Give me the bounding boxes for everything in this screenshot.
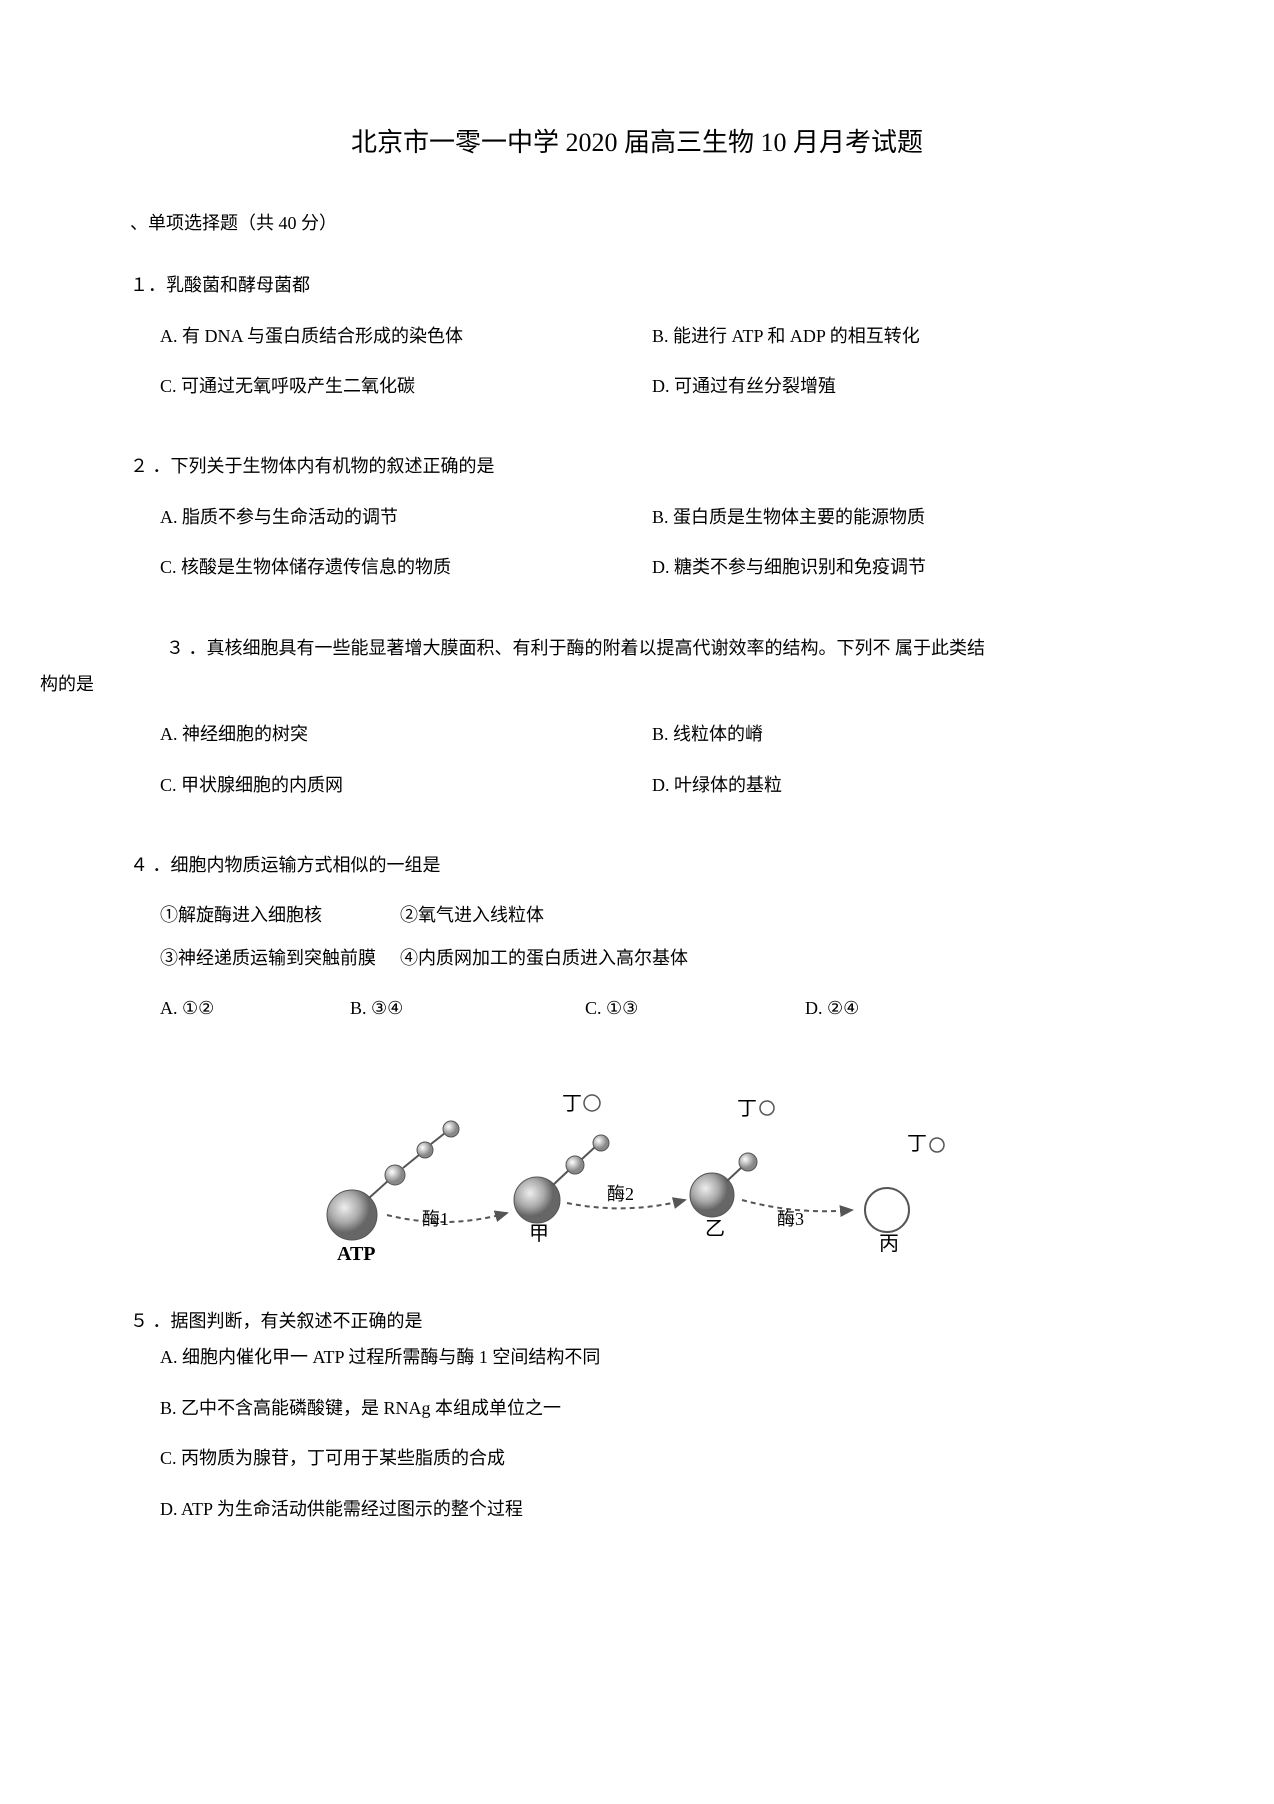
q2-number: ２ ． <box>130 456 171 476</box>
q4-option-a: A. ①② <box>160 992 350 1024</box>
atp-diagram-svg: ATP 酶1 甲 丁 酶2 乙 丁 酶3 <box>307 1075 967 1275</box>
question-1-text: １．乳酸菌和酵母菌都 <box>130 269 1144 301</box>
atp-molecule: ATP <box>327 1121 459 1265</box>
q1-stem: 乳酸菌和酵母菌都 <box>166 275 310 295</box>
page-title: 北京市一零一中学 2020 届高三生物 10 月月考试题 <box>130 120 1144 167</box>
jia-molecule: 甲 <box>514 1135 609 1245</box>
q3-number: ３ ． <box>166 638 207 658</box>
q4-stem: 细胞内物质运输方式相似的一组是 <box>171 855 441 875</box>
ding2-label: 丁 <box>737 1098 757 1120</box>
q4-item-4: ④内质网加工的蛋白质进入高尔基体 <box>400 942 1144 974</box>
question-3-text: ３ ．真核细胞具有一些能显著增大膜面积、有利于酶的附着以提高代谢效率的结构。下列… <box>130 632 1144 664</box>
q5-option-a: A. 细胞内催化甲一 ATP 过程所需酶与酶 1 空间结构不同 <box>160 1341 1144 1373</box>
q5-number: ５ ． <box>130 1311 171 1331</box>
q2-option-c: C. 核酸是生物体储存遗传信息的物质 <box>160 551 652 583</box>
question-2: ２ ．下列关于生物体内有机物的叙述正确的是 A. 脂质不参与生命活动的调节 B.… <box>130 450 1144 601</box>
bing-label: 丙 <box>879 1233 899 1255</box>
q4-option-d: D. ②④ <box>805 992 925 1024</box>
q2-option-a: A. 脂质不参与生命活动的调节 <box>160 501 652 533</box>
q4-item-2: ②氧气进入线粒体 <box>400 899 1144 931</box>
ding3-circle <box>930 1138 944 1152</box>
jia-label: 甲 <box>529 1223 549 1245</box>
q1-option-d: D. 可通过有丝分裂增殖 <box>652 370 1144 402</box>
q4-option-b: B. ③④ <box>350 992 585 1024</box>
q5-option-d: D. ATP 为生命活动供能需经过图示的整个过程 <box>160 1493 1144 1525</box>
q1-options: A. 有 DNA 与蛋白质结合形成的染色体 B. 能进行 ATP 和 ADP 的… <box>160 320 1144 421</box>
question-1: １．乳酸菌和酵母菌都 A. 有 DNA 与蛋白质结合形成的染色体 B. 能进行 … <box>130 269 1144 420</box>
q5-option-c: C. 丙物质为腺苷，丁可用于某些脂质的合成 <box>160 1442 1144 1474</box>
q4-option-c: C. ①③ <box>585 992 805 1024</box>
q4-options: A. ①② B. ③④ C. ①③ D. ②④ <box>160 992 1144 1024</box>
q2-stem: 下列关于生物体内有机物的叙述正确的是 <box>171 456 495 476</box>
q1-option-a: A. 有 DNA 与蛋白质结合形成的染色体 <box>160 320 652 352</box>
q3-stem-1: 真核细胞具有一些能显著增大膜面积、有利于酶的附着以提高代谢效率的结构。下列不 属… <box>207 638 986 658</box>
atp-label: ATP <box>337 1243 376 1265</box>
q3-option-b: B. 线粒体的嵴 <box>652 718 1144 750</box>
q1-option-c: C. 可通过无氧呼吸产生二氧化碳 <box>160 370 652 402</box>
q1-option-b: B. 能进行 ATP 和 ADP 的相互转化 <box>652 320 1144 352</box>
question-2-text: ２ ．下列关于生物体内有机物的叙述正确的是 <box>130 450 1144 482</box>
question-3: ３ ．真核细胞具有一些能显著增大膜面积、有利于酶的附着以提高代谢效率的结构。下列… <box>130 632 1144 820</box>
question-4-text: ４ ．细胞内物质运输方式相似的一组是 <box>130 849 1144 881</box>
question-4: ４ ．细胞内物质运输方式相似的一组是 ①解旋酶进入细胞核 ②氧气进入线粒体 ③神… <box>130 849 1144 1025</box>
q2-options: A. 脂质不参与生命活动的调节 B. 蛋白质是生物体主要的能源物质 C. 核酸是… <box>160 501 1144 602</box>
yi-molecule: 乙 <box>690 1153 757 1240</box>
q5-stem: 据图判断，有关叙述不正确的是 <box>171 1311 423 1331</box>
q4-number: ４ ． <box>130 855 171 875</box>
enzyme2-label: 酶2 <box>607 1184 634 1204</box>
ding1-label: 丁 <box>562 1093 582 1115</box>
q3-option-c: C. 甲状腺细胞的内质网 <box>160 769 652 801</box>
ding2-circle <box>760 1101 774 1115</box>
atp-diagram: ATP 酶1 甲 丁 酶2 乙 丁 酶3 <box>307 1075 967 1285</box>
q4-item-1: ①解旋酶进入细胞核 <box>160 899 400 931</box>
q2-option-d: D. 糖类不参与细胞识别和免疫调节 <box>652 551 1144 583</box>
q1-number: １． <box>130 275 166 295</box>
enzyme1-label: 酶1 <box>422 1209 449 1229</box>
q2-option-b: B. 蛋白质是生物体主要的能源物质 <box>652 501 1144 533</box>
yi-label: 乙 <box>705 1218 725 1240</box>
section-header: 、单项选择题（共 40 分） <box>130 207 1144 239</box>
q3-option-d: D. 叶绿体的基粒 <box>652 769 1144 801</box>
q4-item-3: ③神经递质运输到突触前膜 <box>160 942 400 974</box>
q3-options: A. 神经细胞的树突 B. 线粒体的嵴 C. 甲状腺细胞的内质网 D. 叶绿体的… <box>160 718 1144 819</box>
q3-stem-2: 构的是 <box>40 668 1144 700</box>
q3-option-a: A. 神经细胞的树突 <box>160 718 652 750</box>
bing-molecule: 丙 <box>865 1188 909 1255</box>
ding1-circle <box>584 1095 600 1111</box>
ding3-label: 丁 <box>907 1133 927 1155</box>
q4-sub-items: ①解旋酶进入细胞核 ②氧气进入线粒体 ③神经递质运输到突触前膜 ④内质网加工的蛋… <box>160 899 1144 974</box>
q5-option-b: B. 乙中不含高能磷酸键，是 RNAg 本组成单位之一 <box>160 1392 1144 1424</box>
question-5-text: ５ ．据图判断，有关叙述不正确的是 <box>130 1305 1144 1337</box>
question-5: ５ ．据图判断，有关叙述不正确的是 A. 细胞内催化甲一 ATP 过程所需酶与酶… <box>130 1305 1144 1525</box>
enzyme3-label: 酶3 <box>777 1209 804 1229</box>
